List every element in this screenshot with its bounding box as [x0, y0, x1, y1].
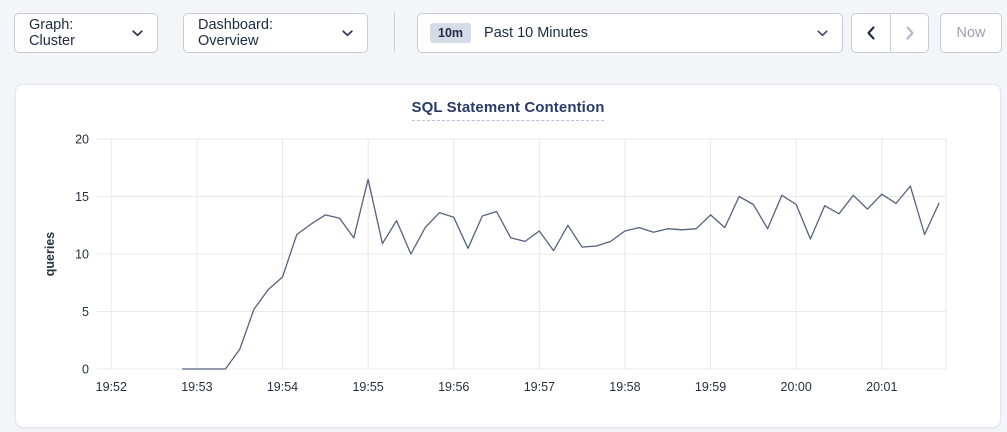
- x-tick-label: 19:55: [352, 380, 383, 394]
- chevron-down-icon: [342, 29, 353, 37]
- time-shift-button-group: [851, 13, 929, 53]
- chevron-right-icon: [905, 26, 915, 40]
- chart-title[interactable]: SQL Statement Contention: [411, 99, 605, 121]
- time-range-picker[interactable]: 10m Past 10 Minutes: [417, 13, 843, 53]
- now-button[interactable]: Now: [940, 13, 1002, 53]
- sql-statement-contention-chart[interactable]: 0 5 10 15 20 19:52 19:53 19:54 19:55 19:56 19:57 19…: [16, 85, 1000, 427]
- x-tick-label: 19:57: [524, 380, 555, 394]
- x-tick-label: 20:00: [781, 380, 812, 394]
- now-button-label: Now: [956, 25, 986, 41]
- y-tick-label: 15: [75, 190, 89, 204]
- chevron-down-icon: [817, 29, 828, 37]
- chevron-down-icon: [132, 29, 143, 37]
- y-tick-label: 10: [75, 248, 89, 262]
- x-tick-label: 19:52: [96, 380, 127, 394]
- x-tick-label: 19:59: [695, 380, 726, 394]
- y-tick-label: 0: [82, 363, 89, 377]
- x-tick-label: 19:58: [609, 380, 640, 394]
- time-range-label: Past 10 Minutes: [484, 25, 589, 41]
- y-tick-label: 5: [82, 305, 89, 319]
- x-tick-label: 19:56: [438, 380, 469, 394]
- x-tick-label: 19:54: [267, 380, 298, 394]
- dashboard-dropdown[interactable]: Dashboard: Overview: [183, 13, 368, 53]
- chart-card: SQL Statement Contention 0 5 10 15 20 19:52 19…: [15, 84, 1001, 428]
- dashboard-dropdown-label: Dashboard: Overview: [198, 17, 273, 49]
- y-tick-label: 20: [75, 133, 89, 147]
- series-line-queries: [181, 178, 940, 370]
- graph-dropdown-label: Graph: Cluster: [29, 17, 75, 49]
- chevron-left-icon: [866, 26, 876, 40]
- time-shift-next-button[interactable]: [890, 14, 928, 52]
- time-range-badge: 10m: [430, 22, 472, 44]
- chart-title-row: SQL Statement Contention: [16, 99, 1000, 121]
- y-axis-label: queries: [43, 232, 57, 277]
- x-tick-label: 19:53: [181, 380, 212, 394]
- graph-dropdown[interactable]: Graph: Cluster: [14, 13, 158, 53]
- header-divider: [394, 12, 395, 52]
- time-shift-prev-button[interactable]: [852, 14, 890, 52]
- x-tick-label: 20:01: [866, 380, 897, 394]
